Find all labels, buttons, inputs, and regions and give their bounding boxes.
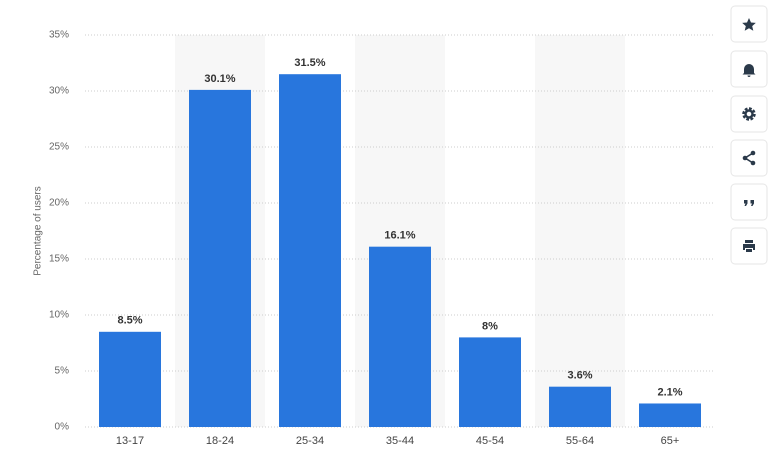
y-tick-label: 0% [55, 422, 70, 433]
x-tick-label: 45-54 [476, 435, 504, 447]
x-tick-label: 13-17 [116, 435, 144, 447]
star-button[interactable] [730, 5, 768, 43]
bar [369, 246, 431, 427]
x-tick-label: 65+ [661, 435, 680, 447]
category-band [535, 35, 625, 427]
y-axis-label: Percentage of users [33, 186, 44, 276]
alert-button[interactable] [730, 50, 768, 88]
data-label: 31.5% [294, 57, 325, 69]
bar [639, 403, 701, 427]
x-tick-label: 18-24 [206, 435, 234, 447]
toolbar [730, 5, 768, 265]
y-tick-label: 10% [49, 310, 69, 321]
y-tick-label: 20% [49, 198, 69, 209]
bar [189, 89, 251, 427]
bar [99, 331, 161, 427]
data-label: 8.5% [117, 315, 142, 327]
y-tick-label: 35% [49, 30, 69, 41]
data-label: 16.1% [384, 230, 415, 242]
y-tick-label: 5% [55, 366, 70, 377]
bar [549, 386, 611, 427]
share-button[interactable] [730, 139, 768, 177]
data-label: 8% [482, 320, 498, 332]
bar [459, 337, 521, 427]
x-tick-label: 25-34 [296, 435, 324, 447]
y-tick-label: 30% [49, 86, 69, 97]
y-tick-label: 25% [49, 142, 69, 153]
cite-button[interactable] [730, 183, 768, 221]
data-label: 2.1% [657, 386, 682, 398]
data-label: 3.6% [567, 370, 592, 382]
x-tick-label: 35-44 [386, 435, 414, 447]
print-button[interactable] [730, 227, 768, 265]
y-tick-label: 15% [49, 254, 69, 265]
data-label: 30.1% [204, 73, 235, 85]
x-tick-label: 55-64 [566, 435, 594, 447]
settings-button[interactable] [730, 95, 768, 133]
bar [279, 74, 341, 427]
